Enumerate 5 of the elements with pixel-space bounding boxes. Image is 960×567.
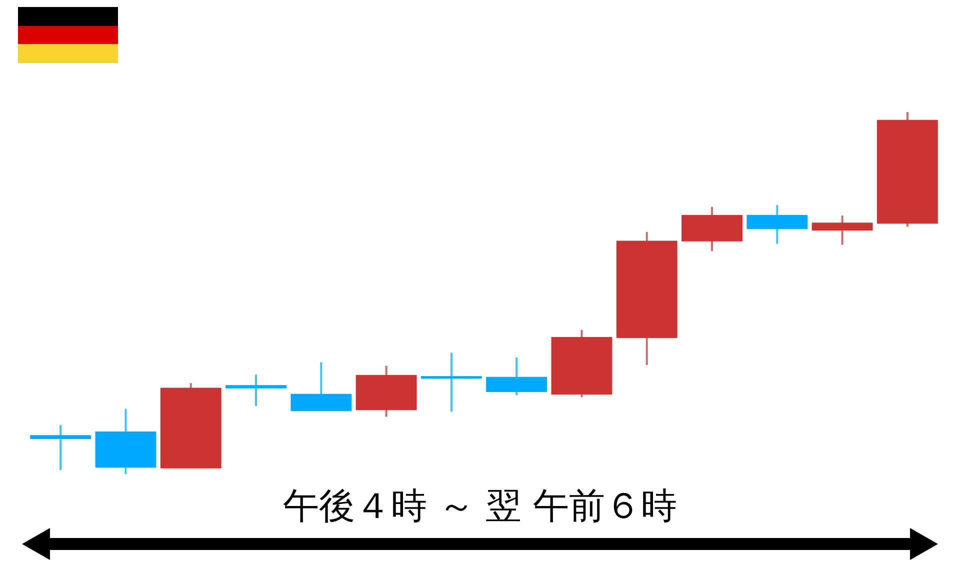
text: 午後４時 ～ 翌 午前６時 [282,485,678,529]
candlestick [226,373,286,407]
candlestick [812,214,873,246]
candlestick [30,424,92,472]
candlestick [420,352,482,413]
